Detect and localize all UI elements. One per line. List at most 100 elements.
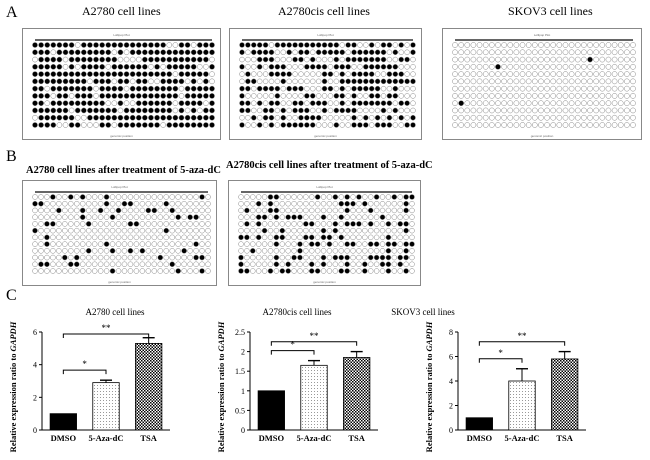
unmethylated-cpg-dot xyxy=(538,56,544,63)
methylated-cpg-dot xyxy=(403,227,409,234)
methylated-cpg-dot xyxy=(193,214,199,220)
unmethylated-cpg-dot xyxy=(103,221,110,227)
unmethylated-cpg-dot xyxy=(379,234,386,241)
methylated-cpg-dot xyxy=(374,100,381,106)
unmethylated-cpg-dot xyxy=(261,254,268,261)
unmethylated-cpg-dot xyxy=(193,234,199,241)
methylated-cpg-dot xyxy=(62,107,69,114)
unmethylated-cpg-dot xyxy=(32,241,38,247)
unmethylated-cpg-dot xyxy=(531,122,538,128)
unmethylated-cpg-dot xyxy=(205,268,211,274)
methylated-cpg-dot xyxy=(285,214,291,220)
unmethylated-cpg-dot xyxy=(525,93,532,99)
methylated-cpg-dot xyxy=(135,78,142,85)
methylated-cpg-dot xyxy=(135,100,142,106)
methylated-cpg-dot xyxy=(203,71,209,77)
methylated-cpg-dot xyxy=(398,100,404,106)
unmethylated-cpg-dot xyxy=(274,115,281,121)
methylated-cpg-dot xyxy=(44,261,50,268)
significance-bracket xyxy=(270,350,315,355)
methylated-cpg-dot xyxy=(38,78,44,85)
unmethylated-cpg-dot xyxy=(117,56,124,63)
y-tick-label: 2 xyxy=(241,348,245,357)
methylated-cpg-dot xyxy=(251,42,257,48)
methylated-cpg-dot xyxy=(368,71,375,77)
methylated-cpg-dot xyxy=(350,201,356,207)
unmethylated-cpg-dot xyxy=(630,71,636,77)
unmethylated-cpg-dot xyxy=(630,122,636,128)
unmethylated-cpg-dot xyxy=(267,254,274,261)
unmethylated-cpg-dot xyxy=(605,42,612,48)
methylated-cpg-dot xyxy=(199,254,205,261)
unmethylated-cpg-dot xyxy=(385,194,392,200)
unmethylated-cpg-dot xyxy=(452,122,458,128)
unmethylated-cpg-dot xyxy=(489,78,495,85)
methylated-cpg-dot xyxy=(304,122,310,128)
unmethylated-cpg-dot xyxy=(244,248,250,254)
methylated-cpg-dot xyxy=(339,85,345,92)
unmethylated-cpg-dot xyxy=(297,261,303,267)
unmethylated-cpg-dot xyxy=(127,227,134,234)
unmethylated-cpg-dot xyxy=(550,114,557,121)
methylated-cpg-dot xyxy=(386,93,393,99)
unmethylated-cpg-dot xyxy=(391,254,398,261)
methylated-cpg-dot xyxy=(117,122,124,128)
unmethylated-cpg-dot xyxy=(169,227,175,234)
unmethylated-cpg-dot xyxy=(303,194,309,200)
unmethylated-cpg-dot xyxy=(50,93,57,99)
methylated-cpg-dot xyxy=(379,254,386,261)
unmethylated-cpg-dot xyxy=(285,248,291,254)
methylated-cpg-dot xyxy=(403,194,409,200)
unmethylated-cpg-dot xyxy=(339,42,345,48)
methylated-cpg-dot xyxy=(166,78,173,85)
methylated-cpg-dot xyxy=(44,78,51,85)
methylated-cpg-dot xyxy=(209,100,215,106)
unmethylated-cpg-dot xyxy=(315,71,322,77)
unmethylated-cpg-dot xyxy=(245,49,251,56)
unmethylated-cpg-dot xyxy=(495,93,501,99)
methylated-cpg-dot xyxy=(56,56,63,63)
methylated-cpg-dot xyxy=(327,49,334,56)
unmethylated-cpg-dot xyxy=(304,85,310,92)
methylated-cpg-dot xyxy=(351,107,357,114)
unmethylated-cpg-dot xyxy=(409,248,415,254)
unmethylated-cpg-dot xyxy=(332,261,339,267)
unmethylated-cpg-dot xyxy=(327,64,334,70)
category-label: 5-Aza-dC xyxy=(297,433,332,443)
unmethylated-cpg-dot xyxy=(68,93,75,99)
unmethylated-cpg-dot xyxy=(386,49,393,56)
methylated-cpg-dot xyxy=(209,85,215,92)
methylated-cpg-dot xyxy=(239,93,245,99)
unmethylated-cpg-dot xyxy=(470,49,477,56)
unmethylated-cpg-dot xyxy=(62,64,69,70)
y-axis-label: Relative expression ratio to GAPDH xyxy=(216,321,226,452)
unmethylated-cpg-dot xyxy=(79,254,86,261)
methylated-cpg-dot xyxy=(56,71,63,77)
unmethylated-cpg-dot xyxy=(374,107,381,114)
methylated-cpg-dot xyxy=(50,122,57,128)
methylated-cpg-dot xyxy=(184,49,191,56)
unmethylated-cpg-dot xyxy=(489,56,495,63)
unmethylated-cpg-dot xyxy=(292,78,298,85)
unmethylated-cpg-dot xyxy=(133,200,140,207)
methylated-cpg-dot xyxy=(309,268,315,274)
unmethylated-cpg-dot xyxy=(91,254,98,261)
unmethylated-cpg-dot xyxy=(385,201,392,207)
lollipop-x-label: genomic position xyxy=(531,134,554,138)
unmethylated-cpg-dot xyxy=(139,207,146,214)
unmethylated-cpg-dot xyxy=(56,194,62,200)
unmethylated-cpg-dot xyxy=(538,85,544,92)
methylated-cpg-dot xyxy=(351,56,357,63)
unmethylated-cpg-dot xyxy=(624,56,630,63)
unmethylated-cpg-dot xyxy=(97,254,104,261)
unmethylated-cpg-dot xyxy=(267,261,274,267)
unmethylated-cpg-dot xyxy=(303,201,309,207)
methylated-cpg-dot xyxy=(87,71,93,77)
methylated-cpg-dot xyxy=(256,122,263,128)
methylated-cpg-dot xyxy=(338,254,344,261)
methylated-cpg-dot xyxy=(38,56,44,63)
methylated-cpg-dot xyxy=(123,107,130,114)
methylated-cpg-dot xyxy=(62,49,69,56)
unmethylated-cpg-dot xyxy=(630,78,636,85)
unmethylated-cpg-dot xyxy=(199,248,205,254)
